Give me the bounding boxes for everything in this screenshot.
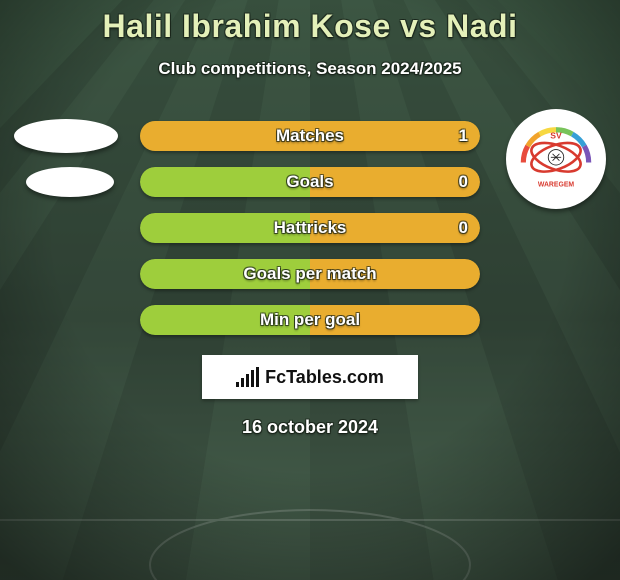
- player-left-badge: [14, 119, 118, 153]
- stats-section: SV WAREGEM Matches 1 Goals 0: [0, 113, 620, 343]
- page-title: Halil Ibrahim Kose vs Nadi: [0, 0, 620, 45]
- stat-value-right: 0: [459, 218, 468, 238]
- stat-label: Goals per match: [243, 264, 376, 284]
- club-badge-placeholder: [26, 167, 114, 197]
- brand-text: FcTables.com: [265, 367, 384, 388]
- stat-value-right: 1: [459, 126, 468, 146]
- club-badge-placeholder: [14, 119, 118, 153]
- stat-label: Goals: [286, 172, 333, 192]
- stat-bar: Goals 0: [140, 167, 480, 197]
- stat-label: Min per goal: [260, 310, 360, 330]
- stat-row: Goals per match: [0, 251, 620, 297]
- stat-row: Hattricks 0: [0, 205, 620, 251]
- stat-label: Matches: [276, 126, 344, 146]
- stat-bar: Goals per match: [140, 259, 480, 289]
- snapshot-date: 16 october 2024: [0, 417, 620, 438]
- comparison-card: Halil Ibrahim Kose vs Nadi Club competit…: [0, 0, 620, 580]
- brand-box[interactable]: FcTables.com: [202, 355, 418, 399]
- page-subtitle: Club competitions, Season 2024/2025: [0, 59, 620, 79]
- player-left-badge-small: [26, 167, 114, 197]
- stat-label: Hattricks: [274, 218, 347, 238]
- signal-icon: [236, 367, 259, 387]
- stat-row: Min per goal: [0, 297, 620, 343]
- svg-text:SV: SV: [550, 130, 562, 140]
- stat-value-right: 0: [459, 172, 468, 192]
- stat-row: Goals 0: [0, 159, 620, 205]
- stat-bar: Min per goal: [140, 305, 480, 335]
- stat-row: SV WAREGEM Matches 1: [0, 113, 620, 159]
- stat-bar: Hattricks 0: [140, 213, 480, 243]
- stat-bar: Matches 1: [140, 121, 480, 151]
